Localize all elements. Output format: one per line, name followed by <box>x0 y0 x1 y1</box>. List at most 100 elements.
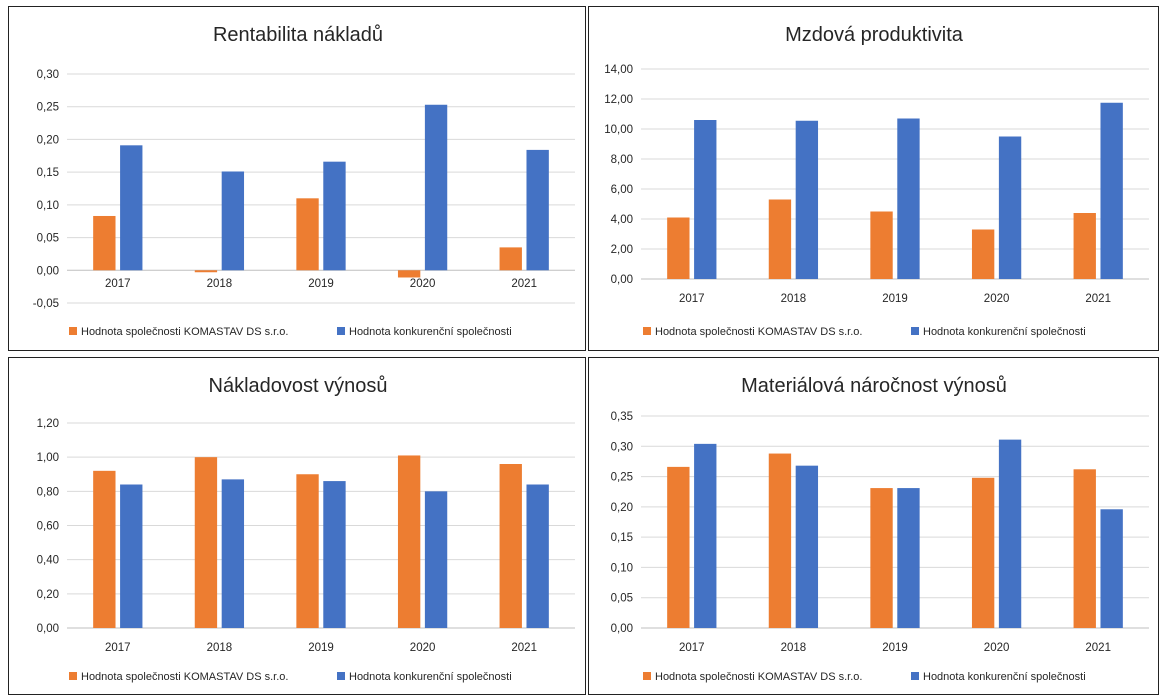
legend-label-competitor: Hodnota konkurenční společnosti <box>923 326 1086 338</box>
x-tick-label: 2020 <box>984 642 1010 654</box>
y-tick-label: 0,60 <box>37 521 59 533</box>
bar-competitor <box>424 104 448 271</box>
chart-panel-nakladovost: Nákladovost výnosů 1,20 1,00 0,80 0,60 0,40 0… <box>8 357 586 695</box>
x-tick-label: 2020 <box>984 293 1010 305</box>
bar-company <box>768 199 792 279</box>
legend-swatch-competitor <box>911 672 919 680</box>
bar-competitor <box>795 120 819 279</box>
legend-label-competitor: Hodnota konkurenční společnosti <box>923 671 1086 683</box>
chart-panel-mzdova: Mzdová produktivita 14,00 12,00 10,00 8,00 6… <box>588 6 1159 351</box>
chart-panel-rentabilita: Rentabilita nákladů 0,30 0,25 0,20 0,15 0,10… <box>8 6 586 351</box>
legend-swatch-competitor <box>911 327 919 335</box>
chart-svg-nakladovost: Nákladovost výnosů 1,20 1,00 0,80 0,60 0,40 0… <box>37 375 575 683</box>
chart-svg-materialova: Materiálová náročnost výnosů 0,35 0,30 0,2… <box>611 375 1149 683</box>
bar-company <box>870 211 893 279</box>
y-tick-label: 14,00 <box>604 64 633 76</box>
y-tick-label: 0,05 <box>611 593 633 605</box>
bar-competitor <box>1100 509 1123 628</box>
y-tick-label: 6,00 <box>611 184 633 196</box>
y-tick-label: 0,00 <box>37 265 59 277</box>
x-tick-label: 2019 <box>308 642 334 654</box>
bar-company <box>870 488 893 628</box>
y-tick-label: 0,00 <box>611 623 633 635</box>
y-tick-label: -0,05 <box>33 298 59 310</box>
x-tick-label: 2019 <box>308 278 334 290</box>
bar-competitor <box>120 145 143 271</box>
y-tick-label: 0,25 <box>37 102 59 114</box>
x-tick-label: 2019 <box>882 642 908 654</box>
bar-company <box>194 270 218 273</box>
legend-swatch-competitor <box>337 327 345 335</box>
legend-label-competitor: Hodnota konkurenční společnosti <box>349 326 512 338</box>
bar-competitor <box>694 443 717 628</box>
x-tick-label: 2018 <box>207 278 233 290</box>
chart-title: Mzdová produktivita <box>785 24 964 46</box>
bar-company <box>397 270 421 278</box>
y-tick-label: 10,00 <box>604 124 633 136</box>
bar-company <box>1073 213 1096 279</box>
chart-svg-mzdova: Mzdová produktivita 14,00 12,00 10,00 8,00 6… <box>604 24 1149 338</box>
bar-competitor <box>526 484 549 628</box>
chart-legend: Hodnota společnosti KOMASTAV DS s.r.o. H… <box>69 326 512 338</box>
y-tick-label: 0,25 <box>611 472 633 484</box>
chart-title: Nákladovost výnosů <box>209 375 388 397</box>
bar-competitor <box>424 491 448 628</box>
y-tick-label: 4,00 <box>611 214 633 226</box>
y-tick-label: 0,80 <box>37 486 59 498</box>
bar-company <box>971 229 995 279</box>
bar-competitor <box>221 171 245 271</box>
y-tick-label: 0,40 <box>37 555 59 567</box>
chart-legend: Hodnota společnosti KOMASTAV DS s.r.o. H… <box>643 326 1086 338</box>
x-tick-label: 2020 <box>410 278 436 290</box>
y-tick-label: 2,00 <box>611 244 633 256</box>
chart-legend: Hodnota společnosti KOMASTAV DS s.r.o. H… <box>643 671 1086 683</box>
legend-label-company: Hodnota společnosti KOMASTAV DS s.r.o. <box>81 671 288 683</box>
chart-svg-rentabilita: Rentabilita nákladů 0,30 0,25 0,20 0,15 0,10… <box>33 24 575 338</box>
x-tick-label: 2021 <box>511 278 537 290</box>
y-tick-label: 0,15 <box>611 532 633 544</box>
bar-competitor <box>694 120 717 279</box>
bar-competitor <box>897 118 920 279</box>
y-tick-label: 8,00 <box>611 154 633 166</box>
y-tick-label: 0,30 <box>37 69 59 81</box>
legend-label-company: Hodnota společnosti KOMASTAV DS s.r.o. <box>655 671 862 683</box>
legend-label-company: Hodnota společnosti KOMASTAV DS s.r.o. <box>655 326 862 338</box>
bar-company <box>971 477 995 628</box>
x-tick-label: 2017 <box>105 642 131 654</box>
y-tick-label: 1,20 <box>37 418 59 430</box>
x-tick-label: 2017 <box>105 278 131 290</box>
x-tick-label: 2018 <box>781 642 807 654</box>
x-tick-label: 2018 <box>781 293 807 305</box>
y-tick-label: 12,00 <box>604 94 633 106</box>
legend-swatch-competitor <box>337 672 345 680</box>
legend-label-competitor: Hodnota konkurenční společnosti <box>349 671 512 683</box>
chart-panel-materialova: Materiálová náročnost výnosů 0,35 0,30 0,2… <box>588 357 1159 695</box>
x-tick-label: 2021 <box>511 642 537 654</box>
legend-swatch-company <box>643 672 651 680</box>
y-tick-label: 0,00 <box>37 623 59 635</box>
bar-company <box>768 453 792 628</box>
y-tick-label: 0,20 <box>37 589 59 601</box>
y-tick-label: 0,35 <box>611 411 633 423</box>
bar-company <box>93 215 116 271</box>
bar-company <box>499 247 522 271</box>
y-tick-label: 0,20 <box>611 502 633 514</box>
bar-company <box>1073 469 1096 628</box>
chart-title: Rentabilita nákladů <box>213 24 383 46</box>
x-tick-label: 2020 <box>410 642 436 654</box>
y-tick-label: 0,05 <box>37 233 59 245</box>
x-tick-label: 2021 <box>1085 293 1111 305</box>
bar-competitor <box>897 488 920 628</box>
y-tick-label: 1,00 <box>37 452 59 464</box>
bar-competitor <box>795 465 819 628</box>
chart-title: Materiálová náročnost výnosů <box>741 375 1007 397</box>
bar-competitor <box>221 479 245 628</box>
x-tick-label: 2019 <box>882 293 908 305</box>
bar-competitor <box>998 439 1022 628</box>
legend-swatch-company <box>69 672 77 680</box>
y-tick-label: 0,20 <box>37 134 59 146</box>
bar-competitor <box>1100 102 1123 279</box>
x-tick-label: 2017 <box>679 642 705 654</box>
legend-swatch-company <box>69 327 77 335</box>
bar-company <box>667 217 690 279</box>
